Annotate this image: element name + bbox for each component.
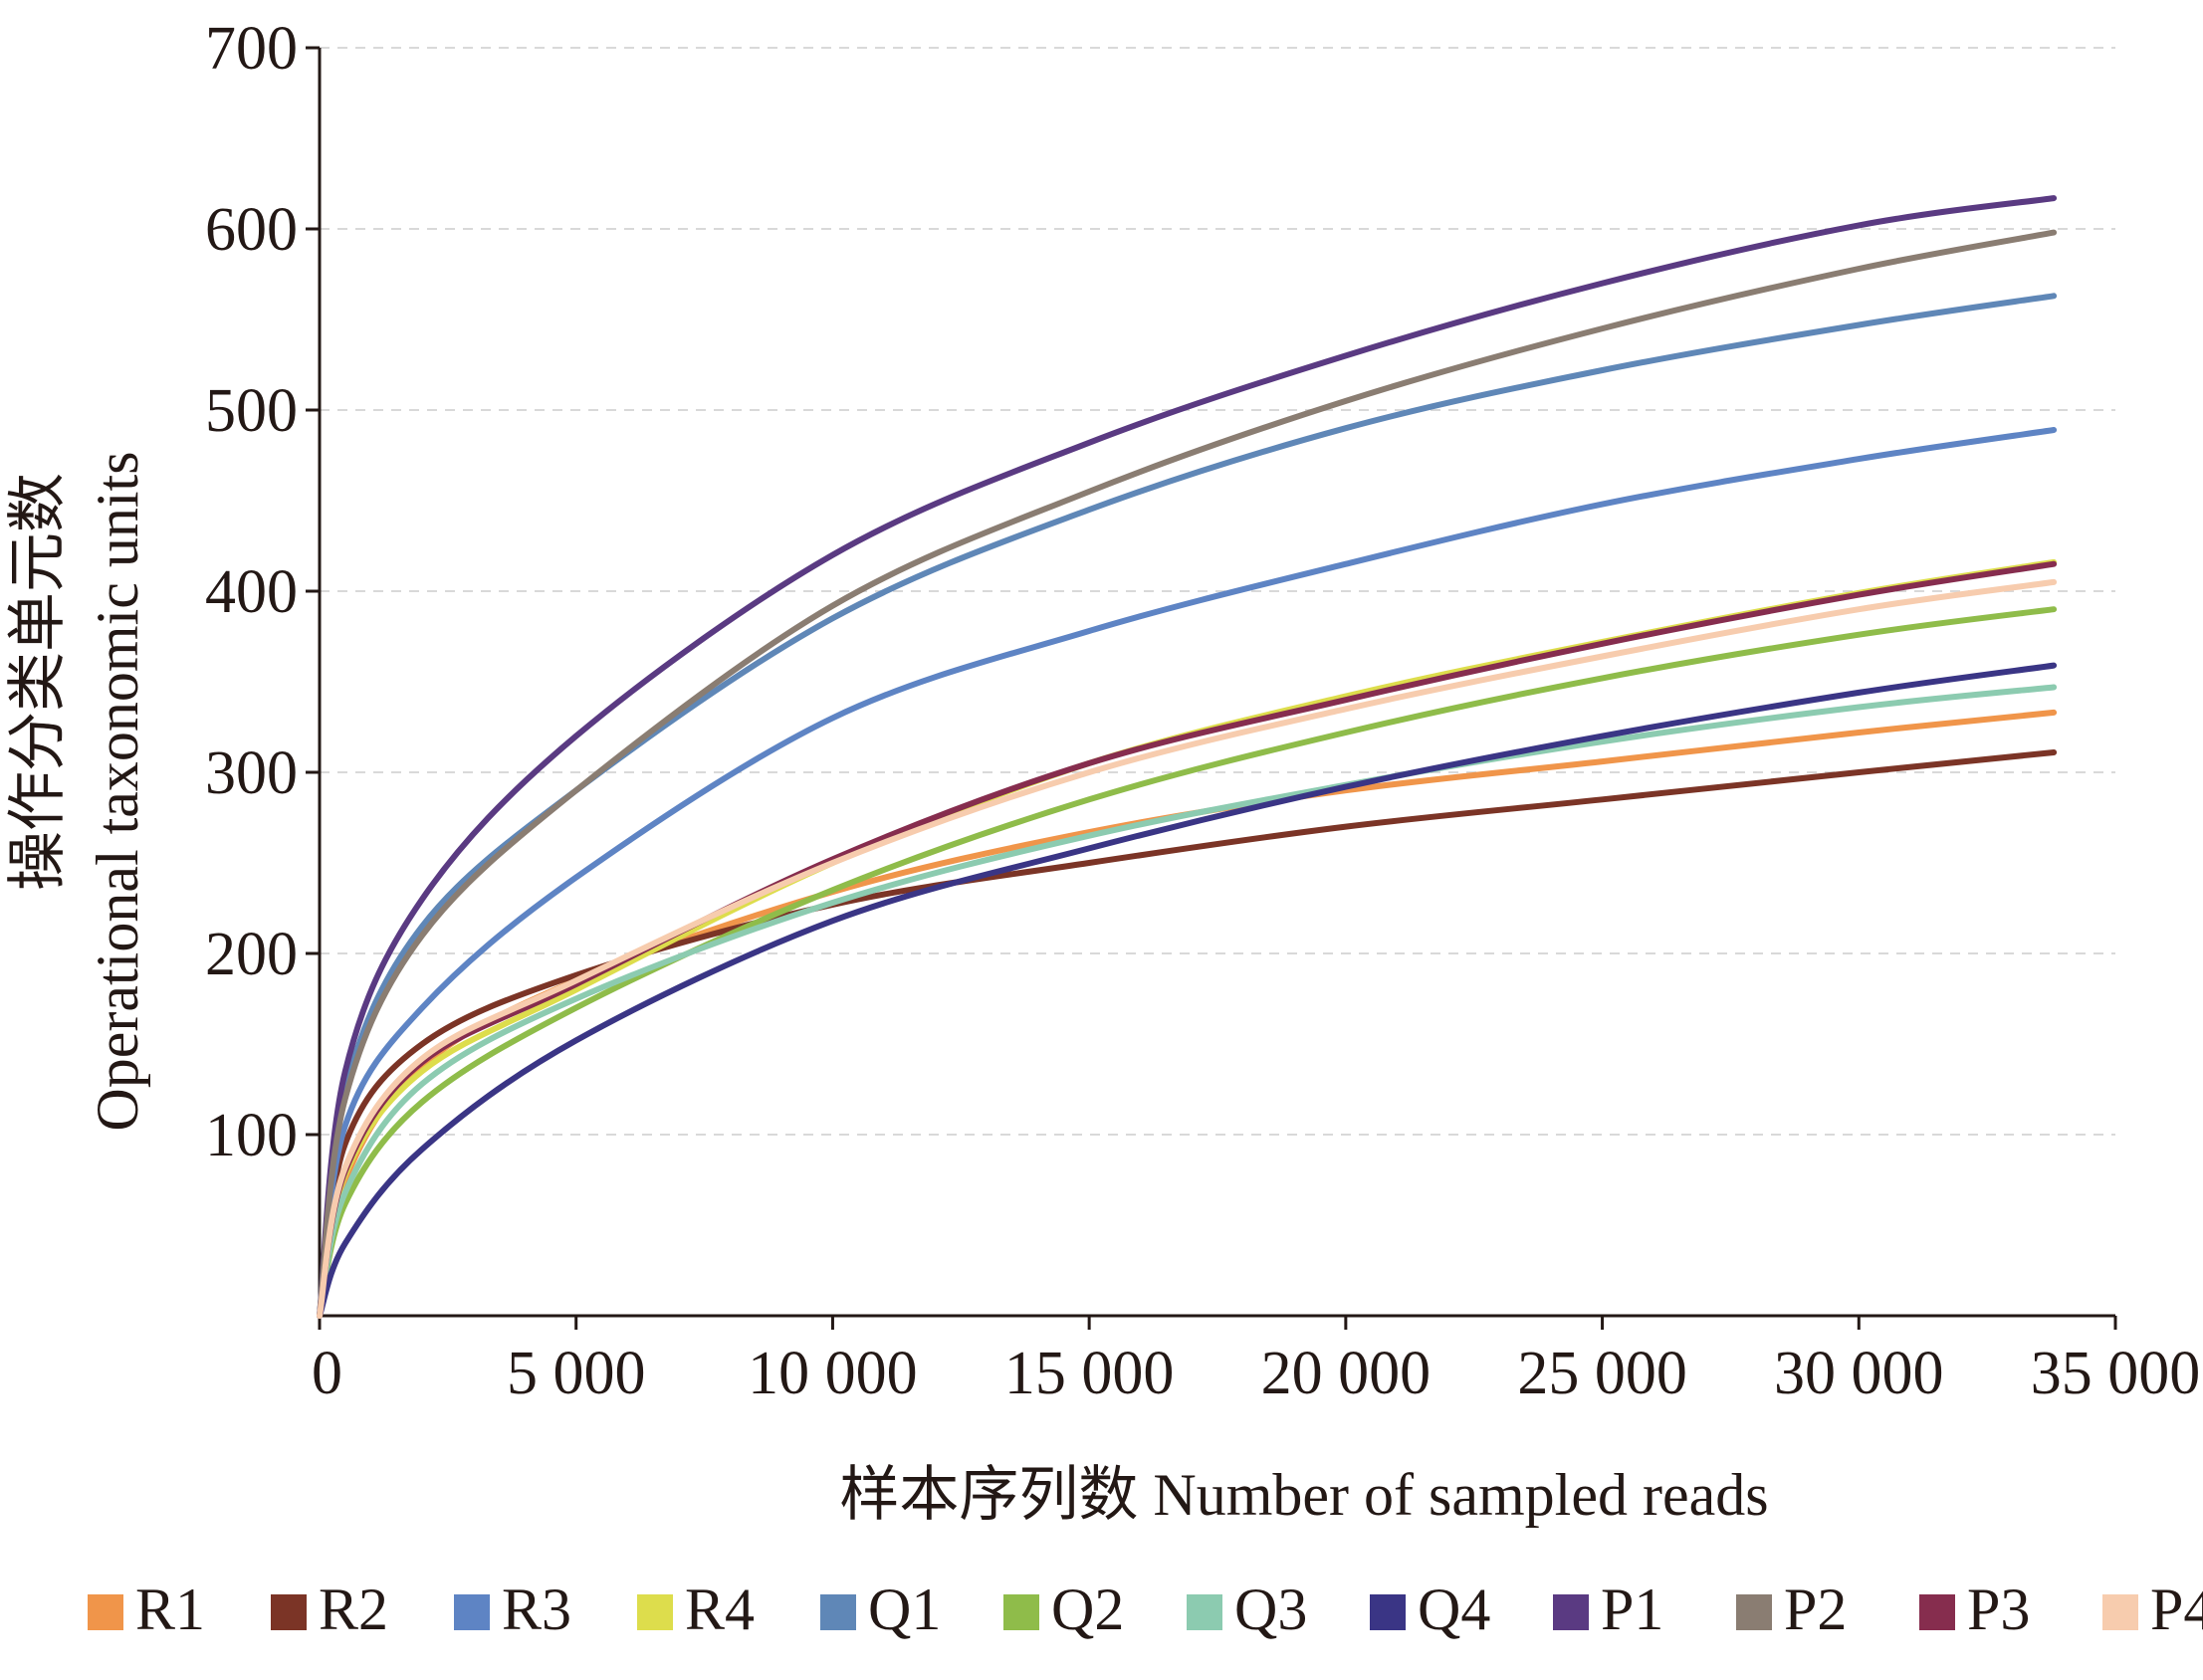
legend-swatch-q3 — [1187, 1594, 1222, 1630]
legend-swatch-r2 — [271, 1594, 307, 1630]
legend-swatch-r1 — [88, 1594, 123, 1630]
legend-swatch-p2 — [1736, 1594, 1772, 1630]
series-line-r1 — [317, 709, 2058, 1319]
legend-swatch-q2 — [1003, 1594, 1039, 1630]
x-tick-label: 10 000 — [748, 1340, 918, 1407]
legend-swatch-q4 — [1370, 1594, 1406, 1630]
y-tick-label: 200 — [205, 921, 298, 988]
series-line-p4 — [317, 578, 2058, 1319]
legend-swatch-p1 — [1553, 1594, 1589, 1630]
legend-label-r3: R3 — [502, 1576, 571, 1642]
legend-label-p4: P4 — [2150, 1576, 2203, 1642]
series-line-q4 — [317, 662, 2058, 1319]
legend-label-q2: Q2 — [1051, 1576, 1124, 1642]
ticks: 100 200 300 400 500 600 700 0 5 000 10 000 15 000 2… — [205, 15, 2200, 1407]
x-tick-label: 5 000 — [507, 1340, 646, 1407]
legend-swatch-p4 — [2102, 1594, 2138, 1630]
y-tick-label: 400 — [205, 558, 298, 626]
series-line-p2 — [317, 229, 2058, 1319]
x-tick-label: 20 000 — [1261, 1340, 1432, 1407]
series-line-p1 — [317, 195, 2058, 1319]
axes — [318, 48, 2115, 1318]
y-tick-label: 300 — [205, 739, 298, 807]
legend-label-p2: P2 — [1784, 1576, 1847, 1642]
series-line-r4 — [317, 558, 2058, 1319]
y-tick-label: 100 — [205, 1102, 298, 1169]
series-line-p3 — [317, 560, 2058, 1319]
y-tick-label: 700 — [205, 15, 298, 83]
x-tick-label: 15 000 — [1004, 1340, 1175, 1407]
legend-label-p1: P1 — [1601, 1576, 1663, 1642]
y-tick-label: 600 — [205, 196, 298, 264]
series-line-q1 — [317, 293, 2058, 1319]
legend: R1 R2 R3 R4 Q1 Q2 Q3 Q4 P1 P2 P3 P4 — [88, 1576, 2203, 1642]
legend-label-q4: Q4 — [1418, 1576, 1490, 1642]
gridlines — [320, 47, 2115, 1136]
legend-label-r2: R2 — [319, 1576, 388, 1642]
legend-swatch-r4 — [637, 1594, 673, 1630]
legend-label-r4: R4 — [685, 1576, 755, 1642]
legend-label-r1: R1 — [135, 1576, 205, 1642]
y-axis-title-en: Operational taxonomic units — [85, 451, 150, 1131]
series-line-r3 — [317, 427, 2058, 1319]
series-lines — [317, 195, 2058, 1319]
series-line-r2 — [317, 749, 2058, 1319]
legend-label-q3: Q3 — [1234, 1576, 1307, 1642]
x-tick-label: 30 000 — [1774, 1340, 1944, 1407]
legend-label-p3: P3 — [1967, 1576, 2030, 1642]
legend-swatch-r3 — [454, 1594, 490, 1630]
x-tick-label: 35 000 — [2031, 1340, 2201, 1407]
legend-label-q1: Q1 — [868, 1576, 941, 1642]
legend-swatch-q1 — [820, 1594, 856, 1630]
y-axis-title-cn: 操作分类单元数 — [5, 473, 71, 891]
x-tick-label: 0 — [312, 1340, 342, 1407]
x-axis-title: 样本序列数 Number of sampled reads — [839, 1462, 1768, 1528]
series-line-q2 — [317, 606, 2058, 1319]
y-tick-label: 500 — [205, 377, 298, 445]
legend-swatch-p3 — [1919, 1594, 1955, 1630]
series-line-q3 — [317, 684, 2058, 1319]
x-tick-label: 25 000 — [1517, 1340, 1687, 1407]
